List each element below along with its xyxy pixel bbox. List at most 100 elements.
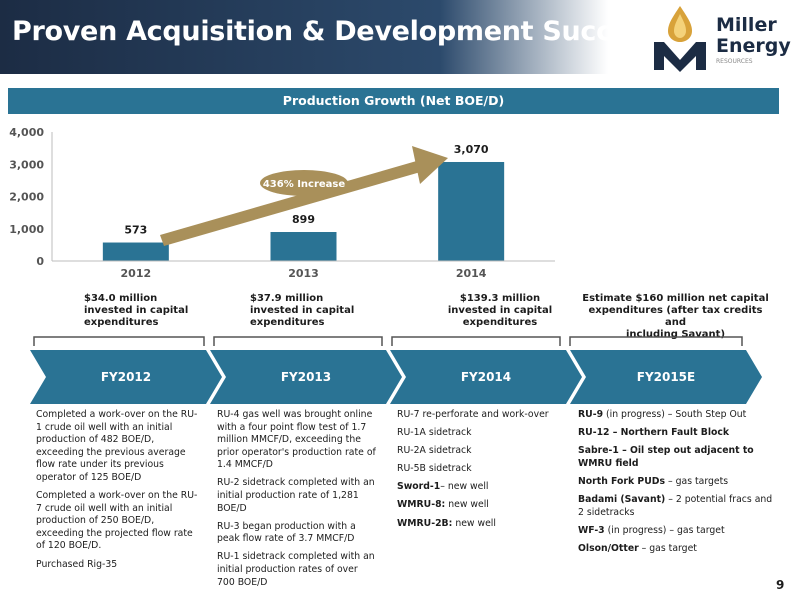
detail-item-bold: Olson/Otter	[578, 542, 639, 554]
bar-2013	[270, 232, 337, 261]
detail-item-text: new well	[445, 499, 489, 511]
detail-item: RU-7 re-perforate and work-over	[397, 409, 562, 422]
detail-item-bold: Badami (Savant)	[578, 493, 666, 505]
detail-item: WMRU-2B: new well	[397, 518, 562, 531]
detail-item-text: RU-2A sidetrack	[397, 445, 472, 457]
growth-annotation: 436% Increase	[260, 170, 348, 196]
chevron-fy2012-shape	[30, 350, 222, 404]
detail-item: RU-5B sidetrack	[397, 463, 562, 476]
capex-2012: $34.0 million invested in capital expend…	[84, 293, 188, 329]
timeline-fy2013: FY2013	[210, 350, 402, 404]
capex-2012-line3: expenditures	[84, 317, 159, 328]
brace-fy2014	[391, 336, 561, 346]
data-label-2013: 899	[292, 213, 315, 226]
detail-item: Badami (Savant) – 2 potential fracs and …	[578, 494, 778, 519]
detail-item-text: RU-7 re-perforate and work-over	[397, 409, 549, 420]
fy2015e-details: RU-9 (in progress) – South Step Out RU-12…	[578, 409, 778, 561]
chart-title-banner: Production Growth (Net BOE/D)	[8, 88, 779, 114]
detail-item: Sabre-1 – Oil step out adjacent to WMRU …	[578, 445, 778, 470]
capex-2014-line3: expenditures	[462, 317, 538, 328]
timeline-fy2015e-label: FY2015E	[636, 370, 696, 384]
detail-item-bold: Sword-1	[397, 481, 441, 493]
detail-item: Olson/Otter – gas target	[578, 543, 778, 556]
fy2013-details: RU-4 gas well was brought online with a …	[217, 409, 377, 595]
data-label-2012: 573	[124, 224, 147, 237]
detail-item: RU-2A sidetrack	[397, 445, 562, 458]
y-tick-label: 1,000	[9, 223, 44, 236]
x-tick-label-2013: 2013	[288, 267, 319, 280]
logo-text-miller: Miller	[716, 14, 777, 36]
detail-item-text: RU-5B sidetrack	[397, 463, 472, 475]
capex-2013-line1: $37.9 million	[250, 293, 324, 304]
detail-item-bold: WF-3	[578, 524, 605, 536]
growth-annotation-label: 436% Increase	[263, 179, 346, 190]
logo-text-energy: Energy	[716, 35, 791, 57]
detail-item: Completed a work-over on the RU-7 crude …	[36, 490, 198, 552]
capex-2014: $139.3 million invested in capital expen…	[430, 293, 570, 329]
detail-item: Purchased Rig-35	[36, 558, 118, 570]
capex-2013-line2: invested in capital	[250, 305, 355, 316]
brace-fy2012	[33, 336, 205, 346]
capex-2013-line3: expenditures	[250, 317, 325, 328]
bar-2012	[102, 242, 169, 261]
detail-item: North Fork PUDs – gas targets	[578, 476, 778, 489]
data-label-2014: 3,070	[454, 143, 489, 156]
bar-2014	[438, 161, 505, 261]
detail-item: RU-1 sidetrack completed with an initial…	[217, 551, 375, 588]
capex-2014-line2: invested in capital	[447, 305, 553, 316]
detail-item-text: RU-1A sidetrack	[397, 427, 472, 439]
detail-item-bold: RU-9	[578, 409, 604, 420]
x-tick-label-2014: 2014	[456, 267, 487, 280]
capex-2015: Estimate $160 million net capital expend…	[578, 293, 773, 341]
company-logo: Miller Energy RESOURCES	[650, 4, 795, 72]
detail-item: WF-3 (in progress) – gas target	[578, 525, 778, 538]
detail-item-text: – gas targets	[665, 475, 729, 487]
timeline-fy2015e: FY2015E	[570, 350, 762, 404]
detail-item-bold: WMRU-8:	[397, 499, 446, 511]
flame-drop-icon	[654, 6, 706, 72]
fy2012-details: Completed a work-over on the RU-1 crude …	[36, 409, 202, 577]
detail-item: Sword-1– new well	[397, 481, 562, 494]
detail-item: Completed a work-over on the RU-1 crude …	[36, 409, 198, 483]
timeline-fy2012: FY2012	[30, 350, 222, 404]
brace-fy2015	[569, 336, 743, 346]
capex-2015-line3: including Savant)	[625, 329, 726, 340]
detail-item: RU-4 gas well was brought online with a …	[217, 409, 376, 471]
capex-2012-line2: invested in capital	[84, 305, 189, 316]
timeline-fy2014-label: FY2014	[460, 370, 512, 384]
detail-item-text: – gas target	[638, 542, 697, 554]
page-number: 9	[776, 578, 785, 592]
detail-item-text: new well	[452, 517, 496, 529]
brace-fy2013	[213, 336, 383, 346]
detail-item-bold: Sabre-1 – Oil step out adjacent to WMRU …	[578, 445, 754, 469]
timeline-fy2014: FY2014	[390, 350, 582, 404]
capex-2012-line1: $34.0 million	[84, 293, 158, 304]
capex-2015-line1: Estimate $160 million net capital	[582, 293, 769, 304]
header-banner: Proven Acquisition & Development Success	[0, 0, 800, 74]
y-tick-label: 0	[36, 255, 44, 268]
detail-item-bold: North Fork PUDs	[578, 475, 666, 487]
detail-item: RU-2 sidetrack completed with an initial…	[217, 477, 375, 514]
x-tick-label-2012: 2012	[121, 267, 152, 280]
detail-item: WMRU-8: new well	[397, 499, 562, 512]
chevron-fy2014-shape	[390, 350, 582, 404]
detail-item: RU-3 began production with a peak flow r…	[217, 520, 356, 545]
fy2014-details: RU-7 re-perforate and work-over RU-1A sid…	[397, 409, 562, 536]
detail-item-text: – 2 potential fracs and 2 sidetracks	[578, 493, 773, 518]
y-tick-label: 2,000	[9, 191, 44, 204]
detail-item-text: (in progress) – South Step Out	[603, 409, 747, 420]
growth-arrow	[160, 146, 448, 246]
detail-item: RU-9 (in progress) – South Step Out	[578, 409, 778, 422]
y-tick-label: 3,000	[9, 158, 44, 171]
capex-2014-line1: $139.3 million	[459, 293, 541, 304]
timeline-fy2012-label: FY2012	[100, 370, 152, 384]
detail-item: RU-1A sidetrack	[397, 427, 562, 440]
timeline-fy2013-label: FY2013	[280, 370, 332, 384]
chevron-fy2013-shape	[210, 350, 402, 404]
detail-item-bold: RU-12 – Northern Fault Block	[578, 427, 730, 439]
capex-2015-line2: expenditures (after tax credits and	[588, 305, 763, 328]
page-title: Proven Acquisition & Development Success	[12, 16, 662, 47]
logo-text-resources: RESOURCES	[716, 58, 753, 65]
y-tick-label: 4,000	[9, 126, 44, 139]
detail-item-text: (in progress) – gas target	[604, 524, 725, 536]
